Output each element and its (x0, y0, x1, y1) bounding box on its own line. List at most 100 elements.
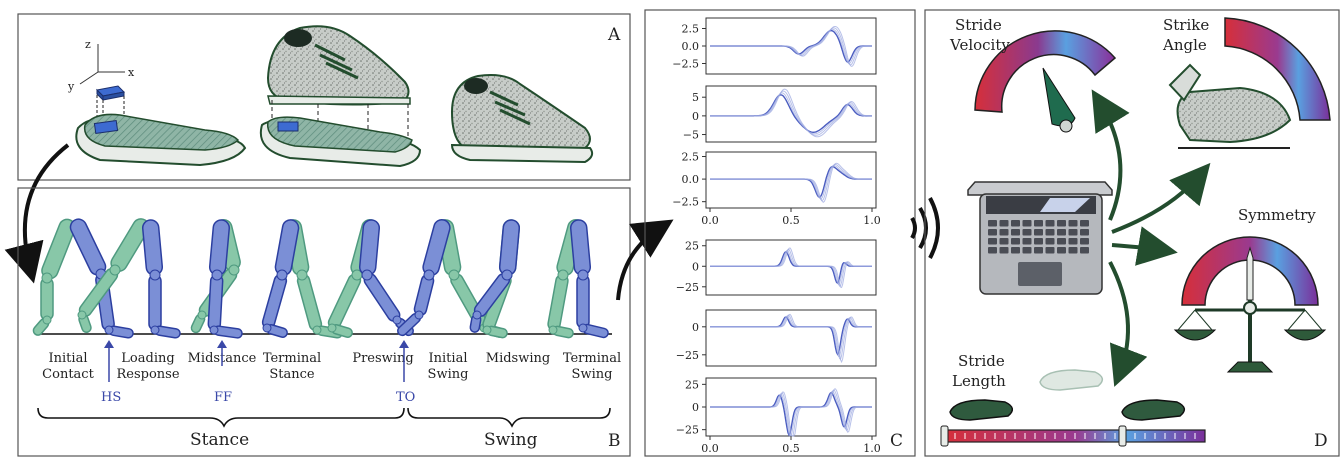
panel-c-letter: C (890, 431, 903, 451)
panel-d-frame (924, 9, 1340, 457)
stride-length-bar-ticks (954, 433, 1196, 439)
stance-brace (37, 407, 405, 428)
event-markers (108, 346, 405, 382)
arrow-a-to-b (4, 143, 70, 284)
panel-d: D Stride Velocity (924, 9, 1340, 457)
panel-b-letter: B (608, 431, 621, 451)
strike-angle-line2: Angle (1162, 36, 1207, 54)
ff-arrowhead-icon (217, 340, 227, 348)
imu-signal-plots: 2.50.0−2.550−52.50.0−2.5250−250−25250−25… (672, 17, 881, 455)
y-tick-label: 25 (685, 378, 699, 391)
axes-3d-icon (79, 44, 125, 85)
stride-length-end-marker (1118, 425, 1127, 447)
y-tick-label: 0 (692, 260, 699, 273)
footprint-ghost-icon (1039, 369, 1104, 391)
shoe-icon (450, 74, 594, 164)
y-tick-label: −25 (676, 281, 699, 294)
gait-phase-label-line2: Stance (269, 367, 315, 382)
y-tick-label: −5 (683, 129, 699, 142)
velocity-gauge-icon (974, 30, 1117, 133)
event-ff-label: FF (214, 390, 232, 405)
strike-angle-gauge-icon (1168, 17, 1331, 149)
footprint-start-icon (949, 399, 1014, 421)
event-to-label: TO (396, 390, 415, 405)
to-arrowhead-icon (399, 340, 409, 348)
stride-velocity-line2: Velocity (949, 36, 1010, 54)
axis-x-label: x (128, 66, 135, 79)
bottom-x-axis: 0.0 0.5 1.0 (701, 436, 881, 455)
signal-subplot: 25 0 −25 (676, 239, 877, 296)
insole-icon (75, 113, 247, 167)
stride-length-start-marker (940, 425, 949, 447)
signal-subplot: 2.5 0.0 −2.5 (672, 151, 877, 209)
gait-leg-figures (32, 218, 609, 339)
axis-y-label: y (67, 80, 75, 93)
arrow-to-symmetry (1111, 226, 1178, 266)
stride-velocity-line1: Stride (955, 16, 1002, 34)
symmetry-scale-icon (1173, 236, 1327, 373)
y-tick-label: −2.5 (672, 58, 699, 71)
top-x-axis: 0.0 0.5 1.0 (701, 208, 881, 227)
x-tick-label: 0.5 (782, 442, 800, 455)
arrow-to-stride-length (1108, 261, 1148, 387)
gait-phase-label-line2: Swing (572, 367, 613, 382)
gait-phase-label-line1: Terminal (563, 351, 621, 366)
symmetry-label: Symmetry (1238, 206, 1316, 224)
exploded-shoe-icon (259, 25, 422, 168)
gait-phase-label-line2: Response (116, 367, 179, 382)
y-tick-label: 5 (692, 91, 699, 104)
swing-brace (407, 407, 611, 428)
gait-phase-label-line1: Loading (121, 351, 174, 366)
y-tick-label: 2.5 (682, 23, 700, 36)
gait-phase-label-line1: Preswing (352, 351, 413, 366)
stride-length-line2: Length (952, 372, 1006, 390)
y-tick-label: 0 (692, 401, 699, 414)
signal-subplot: 5 0 −5 (683, 85, 877, 143)
signal-subplot: 0 −25 (676, 309, 877, 367)
arrow-to-strike-angle (1111, 162, 1211, 234)
x-tick-label: 1.0 (863, 214, 881, 227)
x-tick-label: 1.0 (863, 442, 881, 455)
y-tick-label: −2.5 (672, 196, 699, 209)
panel-b-frame (17, 187, 631, 457)
panel-a-letter: A (607, 25, 621, 45)
gait-phase-label-line1: Midswing (486, 351, 550, 366)
y-tick-label: 0.0 (682, 173, 700, 186)
y-tick-label: 25 (685, 240, 699, 253)
gait-phase-label-line1: Terminal (263, 351, 321, 366)
hs-arrowhead-icon (104, 340, 114, 348)
gait-phase-label-line1: Initial (49, 351, 88, 366)
panel-a-frame (17, 13, 631, 181)
panel-a: A z x y (17, 13, 631, 181)
axis-z-label: z (85, 38, 91, 51)
x-tick-label: 0.0 (701, 442, 719, 455)
y-tick-label: 0 (692, 110, 699, 123)
wireless-signal-icon (910, 197, 940, 259)
signal-subplot: 2.5 0.0 −2.5 (672, 17, 877, 75)
y-tick-label: 2.5 (682, 151, 700, 164)
footprint-end-icon (1121, 399, 1186, 421)
panel-c: C 2.50.0−2.550−52.50.0−2.5250−250−25250−… (644, 9, 916, 457)
strike-angle-line1: Strike (1163, 16, 1209, 34)
event-hs-label: HS (101, 390, 121, 405)
panel-b: B InitialContactLoadingResponseMidstance… (17, 187, 631, 457)
y-tick-label: 0 (692, 321, 699, 334)
x-tick-label: 0.5 (782, 214, 800, 227)
stride-length-line1: Stride (958, 352, 1005, 370)
stance-label: Stance (190, 430, 249, 450)
arrow-to-velocity (1091, 89, 1130, 221)
y-tick-label: 0.0 (682, 40, 700, 53)
gait-phase-label-line2: Swing (428, 367, 469, 382)
gait-phase-label-line1: Initial (429, 351, 468, 366)
signal-subplot: 25 0 −25 (676, 377, 877, 437)
gait-phase-label-line2: Contact (42, 367, 94, 382)
y-tick-label: −25 (676, 349, 699, 362)
swing-label: Swing (484, 430, 538, 450)
panel-d-letter: D (1314, 431, 1328, 451)
laptop-icon (967, 181, 1113, 295)
y-tick-label: −25 (676, 424, 699, 437)
arrow-b-to-c (616, 219, 674, 301)
x-tick-label: 0.0 (701, 214, 719, 227)
